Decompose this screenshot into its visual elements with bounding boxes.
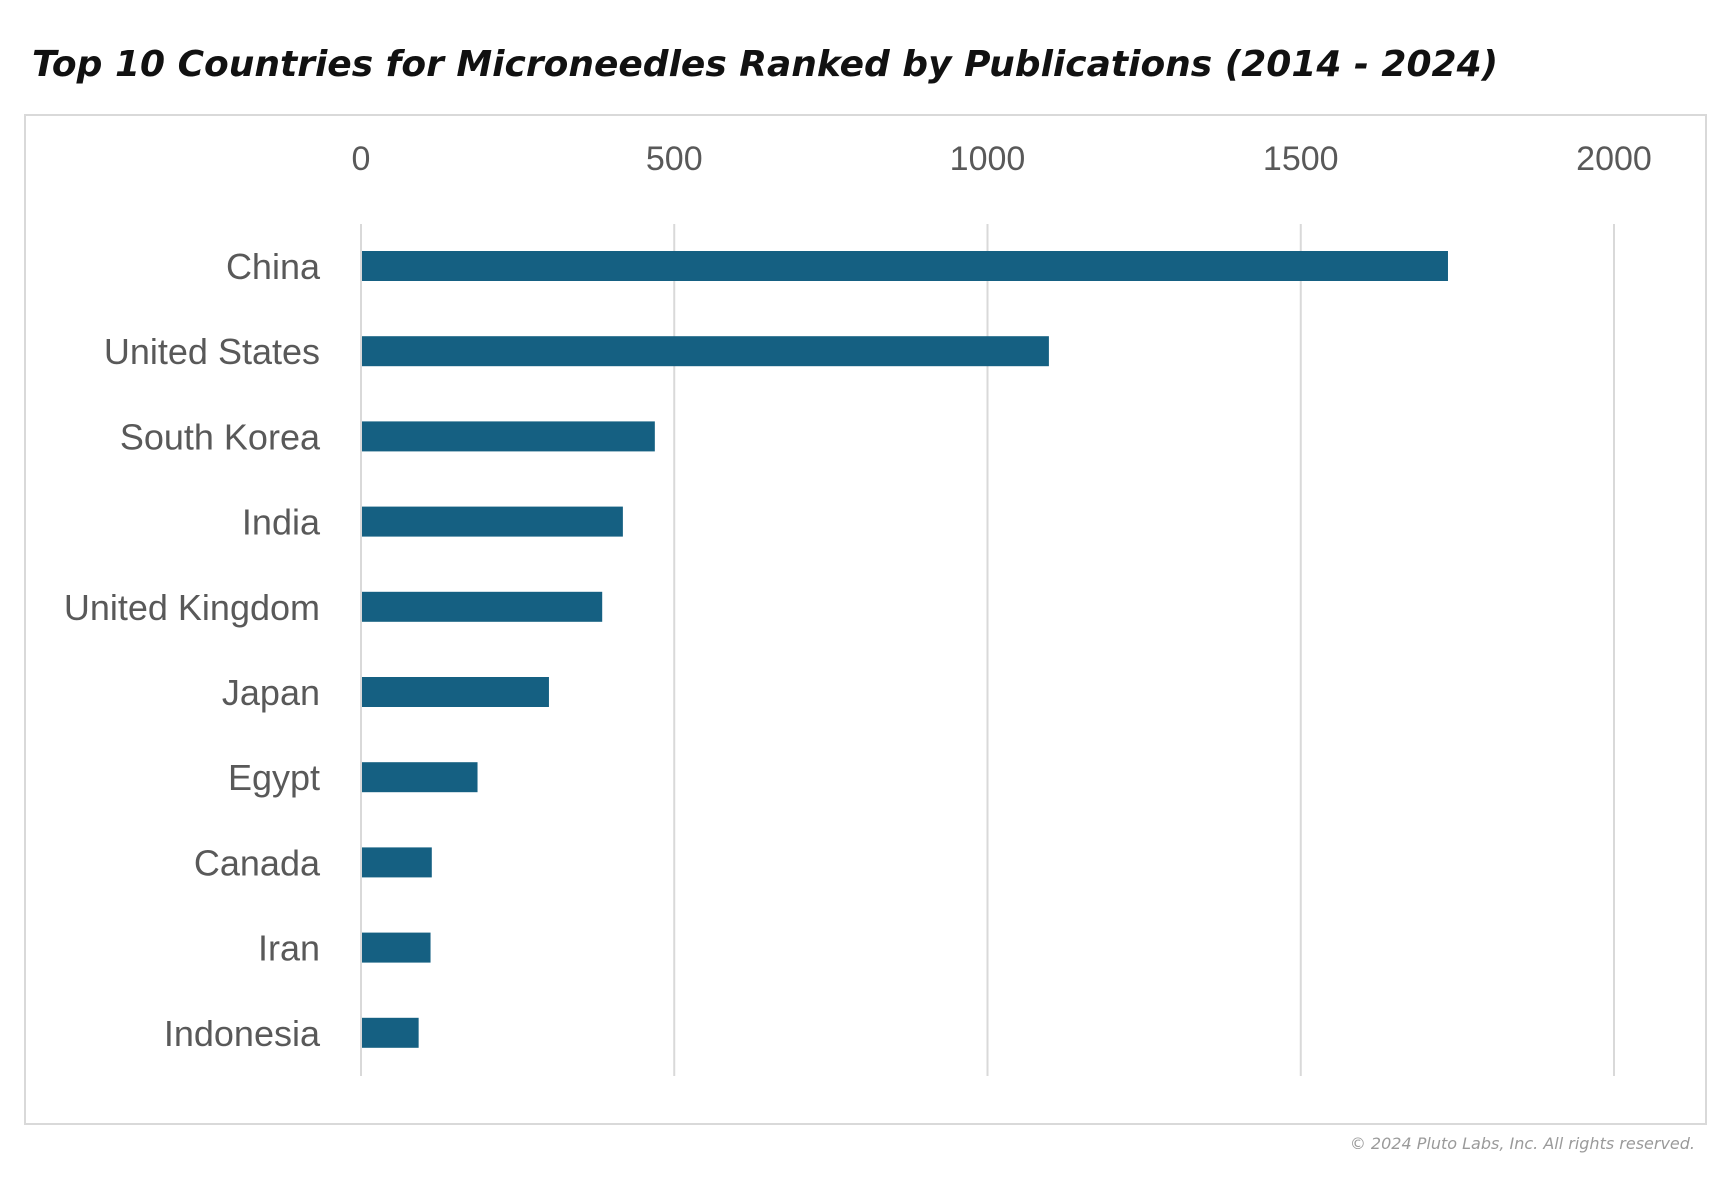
bar — [362, 506, 623, 537]
bar — [362, 421, 655, 452]
category-label: South Korea — [120, 416, 321, 457]
category-label: Indonesia — [164, 1013, 321, 1054]
bar — [362, 932, 431, 963]
category-label: Egypt — [228, 757, 320, 798]
chart-title: Top 10 Countries for Microneedles Ranked… — [32, 44, 1499, 85]
copyright-notice: © 2024 Pluto Labs, Inc. All rights reser… — [1349, 1134, 1695, 1153]
category-label: Canada — [194, 842, 321, 883]
category-label: Iran — [258, 928, 320, 969]
category-label: China — [226, 246, 321, 287]
x-tick-label: 2000 — [1576, 140, 1652, 178]
x-tick-label: 0 — [352, 140, 371, 178]
bars — [362, 251, 1448, 1048]
category-label: United Kingdom — [64, 587, 320, 628]
category-labels: China United States South Korea India United… — [64, 246, 321, 1054]
chart-frame — [24, 114, 1707, 1125]
bar — [362, 336, 1049, 367]
category-label: India — [242, 502, 321, 543]
bar — [362, 847, 432, 878]
category-label: United States — [104, 331, 320, 372]
x-axis-ticks: 0 500 1000 1500 2000 — [352, 140, 1652, 178]
bar — [362, 1017, 419, 1048]
x-tick-label: 500 — [646, 140, 703, 178]
bar — [362, 677, 549, 707]
bar — [362, 591, 603, 622]
category-label: Japan — [222, 672, 320, 713]
x-tick-label: 1500 — [1263, 140, 1339, 178]
bar — [362, 762, 478, 793]
bar — [362, 251, 1448, 281]
x-tick-label: 1000 — [950, 140, 1026, 178]
